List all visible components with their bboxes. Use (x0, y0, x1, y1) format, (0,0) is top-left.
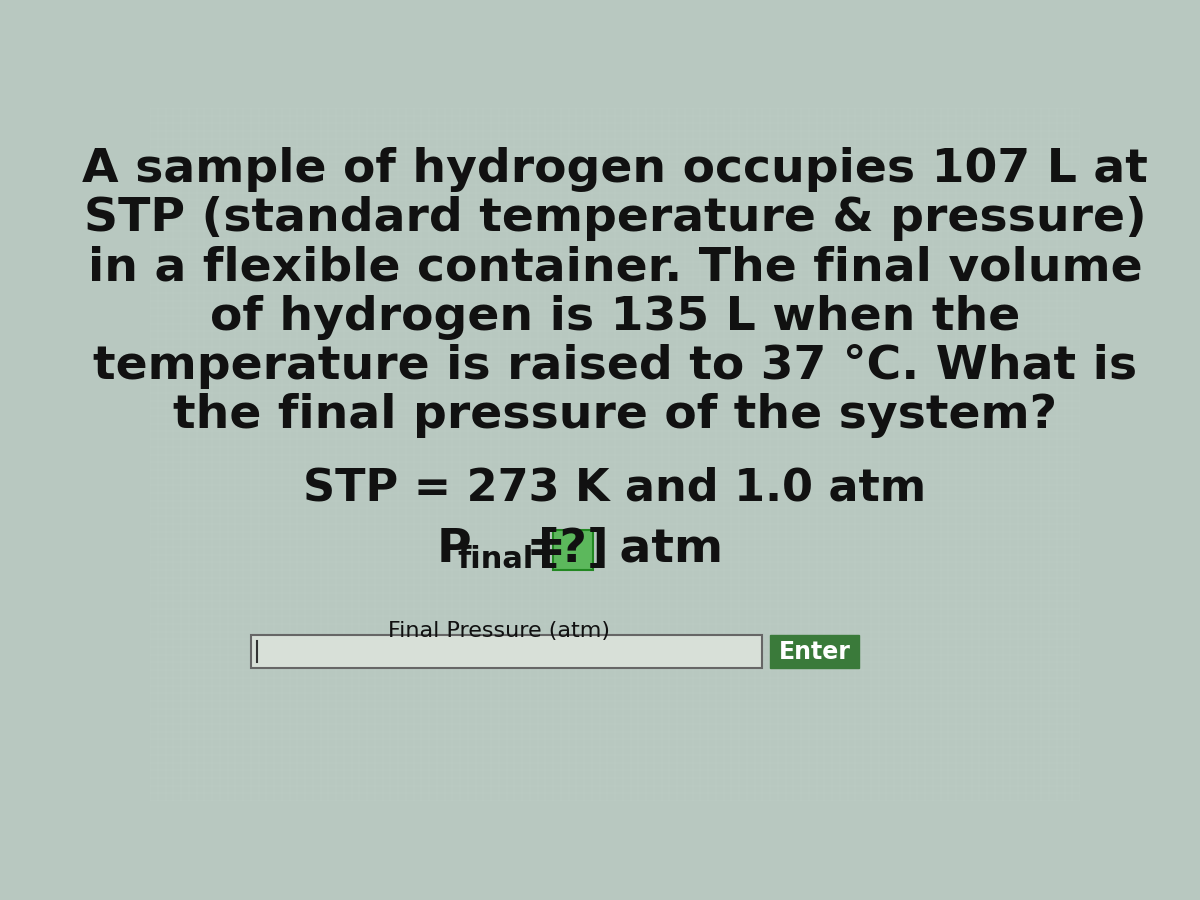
Text: A sample of hydrogen occupies 107 L at: A sample of hydrogen occupies 107 L at (82, 147, 1148, 192)
Text: temperature is raised to 37 °C. What is: temperature is raised to 37 °C. What is (92, 344, 1138, 389)
Text: atm: atm (602, 527, 722, 572)
FancyBboxPatch shape (553, 530, 593, 570)
FancyBboxPatch shape (251, 635, 762, 668)
Text: P: P (437, 527, 472, 572)
Text: the final pressure of the system?: the final pressure of the system? (173, 393, 1057, 438)
Text: Enter: Enter (779, 640, 851, 663)
Text: STP = 273 K and 1.0 atm: STP = 273 K and 1.0 atm (304, 467, 926, 510)
Text: [?]: [?] (538, 527, 608, 572)
Text: STP (standard temperature & pressure): STP (standard temperature & pressure) (84, 196, 1146, 241)
Text: Final Pressure (atm): Final Pressure (atm) (388, 621, 610, 641)
Text: =: = (510, 527, 582, 572)
Text: final: final (457, 544, 533, 573)
Text: of hydrogen is 135 L when the: of hydrogen is 135 L when the (210, 295, 1020, 340)
Text: in a flexible container. The final volume: in a flexible container. The final volum… (88, 246, 1142, 291)
FancyBboxPatch shape (770, 635, 859, 668)
